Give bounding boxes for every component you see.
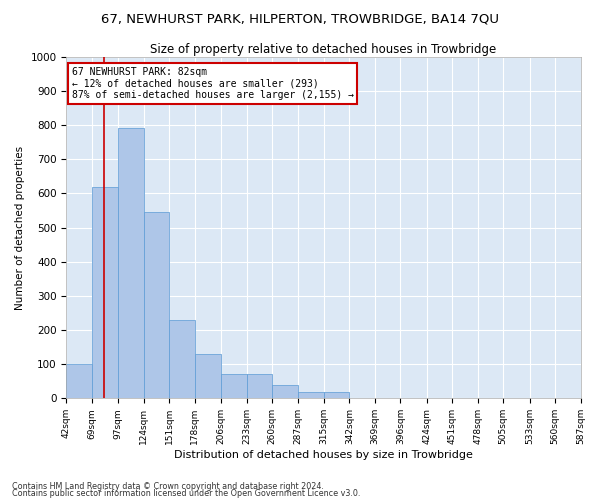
Bar <box>144 212 169 398</box>
Bar <box>221 374 247 398</box>
Bar <box>169 320 194 398</box>
Bar <box>324 392 349 398</box>
Title: Size of property relative to detached houses in Trowbridge: Size of property relative to detached ho… <box>151 42 497 56</box>
Bar <box>92 186 118 398</box>
Bar <box>272 384 298 398</box>
Y-axis label: Number of detached properties: Number of detached properties <box>15 146 25 310</box>
Bar <box>67 364 92 398</box>
Bar <box>247 374 272 398</box>
Bar <box>298 392 324 398</box>
Text: 67, NEWHURST PARK, HILPERTON, TROWBRIDGE, BA14 7QU: 67, NEWHURST PARK, HILPERTON, TROWBRIDGE… <box>101 12 499 26</box>
Text: 67 NEWHURST PARK: 82sqm
← 12% of detached houses are smaller (293)
87% of semi-d: 67 NEWHURST PARK: 82sqm ← 12% of detache… <box>71 67 353 100</box>
Bar <box>118 128 144 398</box>
Text: Contains HM Land Registry data © Crown copyright and database right 2024.: Contains HM Land Registry data © Crown c… <box>12 482 324 491</box>
Text: Contains public sector information licensed under the Open Government Licence v3: Contains public sector information licen… <box>12 490 361 498</box>
X-axis label: Distribution of detached houses by size in Trowbridge: Distribution of detached houses by size … <box>174 450 473 460</box>
Bar <box>194 354 221 399</box>
